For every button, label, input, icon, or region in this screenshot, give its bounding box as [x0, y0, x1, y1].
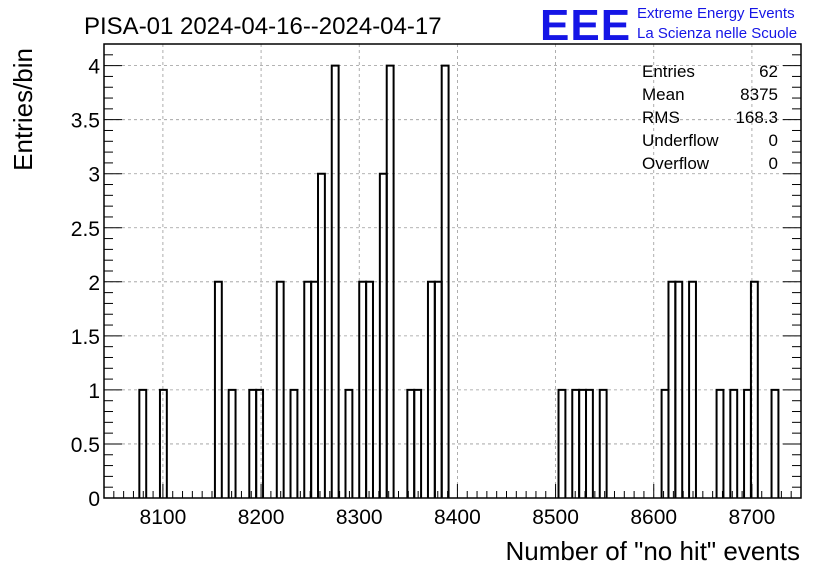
histogram-bin: [715, 388, 725, 498]
histogram-bin: [158, 388, 168, 498]
stats-label: Mean: [642, 85, 685, 104]
histogram-bin: [729, 388, 739, 498]
histogram-bin: [413, 388, 423, 498]
y-tick-label: 4: [88, 56, 100, 79]
y-tick-label: 1: [88, 380, 100, 403]
histogram-bin: [289, 388, 299, 498]
y-tick-label: 0.5: [71, 434, 100, 457]
histogram-bin: [213, 280, 223, 498]
histogram-bin: [330, 64, 340, 498]
histogram-bin: [688, 280, 697, 498]
stats-label: RMS: [642, 108, 680, 127]
x-tick-label: 8100: [140, 506, 187, 529]
stats-value: 168.3: [735, 108, 778, 127]
stats-value: 8375: [740, 85, 778, 104]
stats-value: 0: [769, 131, 778, 150]
histogram-bin: [674, 280, 684, 498]
logo-line1: Extreme Energy Events: [637, 5, 795, 22]
x-tick-label: 8400: [434, 506, 481, 529]
y-tick-label: 3: [88, 164, 100, 187]
x-tick-label: 8300: [336, 506, 383, 529]
x-tick-label: 8600: [630, 506, 677, 529]
histogram-bin: [275, 280, 285, 498]
axis-ticks: [104, 43, 802, 499]
stats-value: 0: [769, 154, 778, 173]
histogram-bin: [344, 388, 354, 498]
y-axis-label: Entries/bin: [8, 48, 38, 171]
y-tick-label: 0: [88, 488, 100, 511]
y-tick-label: 3.5: [71, 110, 100, 133]
histogram-bin: [440, 64, 450, 498]
histogram-bin: [598, 388, 608, 498]
x-axis-label: Number of "no hit" events: [506, 536, 801, 566]
stats-label: Entries: [642, 62, 695, 81]
histogram-bin: [585, 388, 594, 498]
histogram-bin: [365, 280, 374, 498]
histogram-bin: [770, 388, 780, 498]
logo-mark: EEE: [540, 1, 631, 50]
x-tick-label: 8200: [238, 506, 285, 529]
logo-line2: La Scienza nelle Scuole: [637, 25, 797, 42]
x-tick-labels: 8100 8200 8300 8400 8500 8600 8700: [140, 506, 776, 529]
chart-title: PISA-01 2024-04-16--2024-04-17: [84, 13, 442, 40]
eee-logo: EEE Extreme Energy Events La Scienza nel…: [540, 1, 797, 50]
histogram-bin: [385, 64, 395, 498]
histogram-bin: [138, 388, 148, 498]
y-tick-label: 1.5: [71, 326, 100, 349]
stats-value: 62: [759, 62, 778, 81]
y-tick-label: 2: [88, 272, 100, 295]
x-tick-label: 8500: [532, 506, 579, 529]
stats-label: Underflow: [642, 131, 719, 150]
y-tick-label: 2.5: [71, 218, 100, 241]
histogram-bin: [255, 388, 265, 498]
stats-label: Overflow: [642, 154, 710, 173]
stats-box: Entries 62 Mean 8375 RMS 168.3 Underflow 0 Overf…: [642, 62, 778, 173]
histogram-bars: [138, 64, 780, 498]
histogram-bin: [749, 280, 759, 498]
histogram-bin: [557, 388, 567, 498]
histogram-bin: [317, 172, 326, 498]
y-tick-labels: 0 0.5 1 1.5 2 2.5 3 3.5 4: [71, 56, 101, 511]
histogram-bin: [227, 388, 237, 498]
x-tick-label: 8700: [729, 506, 776, 529]
